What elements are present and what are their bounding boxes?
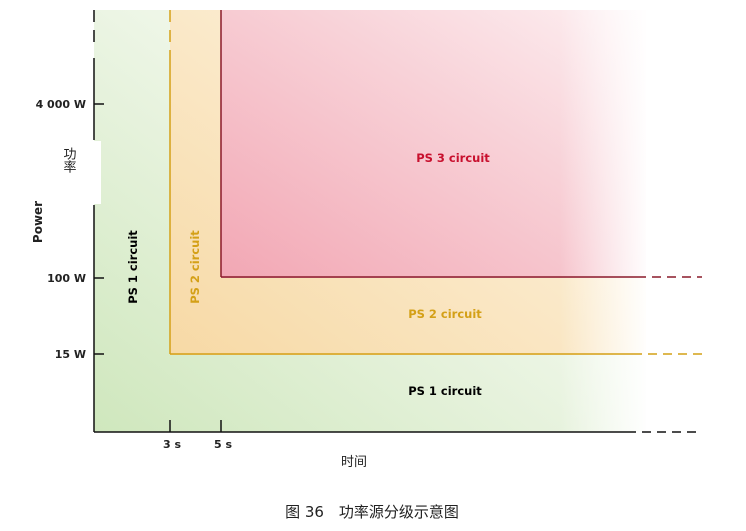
y-axis-label-gap bbox=[87, 141, 101, 204]
xtick-5s: 5 s bbox=[214, 438, 232, 451]
ps3-label: PS 3 circuit bbox=[416, 151, 490, 165]
ps1-vertical-label: PS 1 circuit bbox=[126, 230, 140, 304]
x-axis bbox=[94, 420, 702, 433]
ps1-label: PS 1 circuit bbox=[408, 384, 482, 398]
y-axis-label-en: Power bbox=[31, 201, 45, 243]
y-axis-label-cn: 功率 bbox=[61, 147, 77, 173]
ps2-label: PS 2 circuit bbox=[408, 307, 482, 321]
x-axis-label-cn: 时间 bbox=[341, 455, 367, 470]
ps2-vertical-label: PS 2 circuit bbox=[188, 230, 202, 304]
ytick-15w: 15 W bbox=[55, 348, 86, 361]
right-fade bbox=[560, 10, 650, 432]
ytick-4000w: 4 000 W bbox=[36, 98, 86, 111]
ps2-boundary bbox=[169, 10, 702, 355]
ps3-boundary bbox=[220, 10, 702, 278]
figure-caption: 图 36 功率源分级示意图 bbox=[285, 503, 459, 521]
y-axis bbox=[93, 10, 104, 432]
xtick-3s: 3 s bbox=[163, 438, 181, 451]
ytick-100w: 100 W bbox=[47, 272, 86, 285]
